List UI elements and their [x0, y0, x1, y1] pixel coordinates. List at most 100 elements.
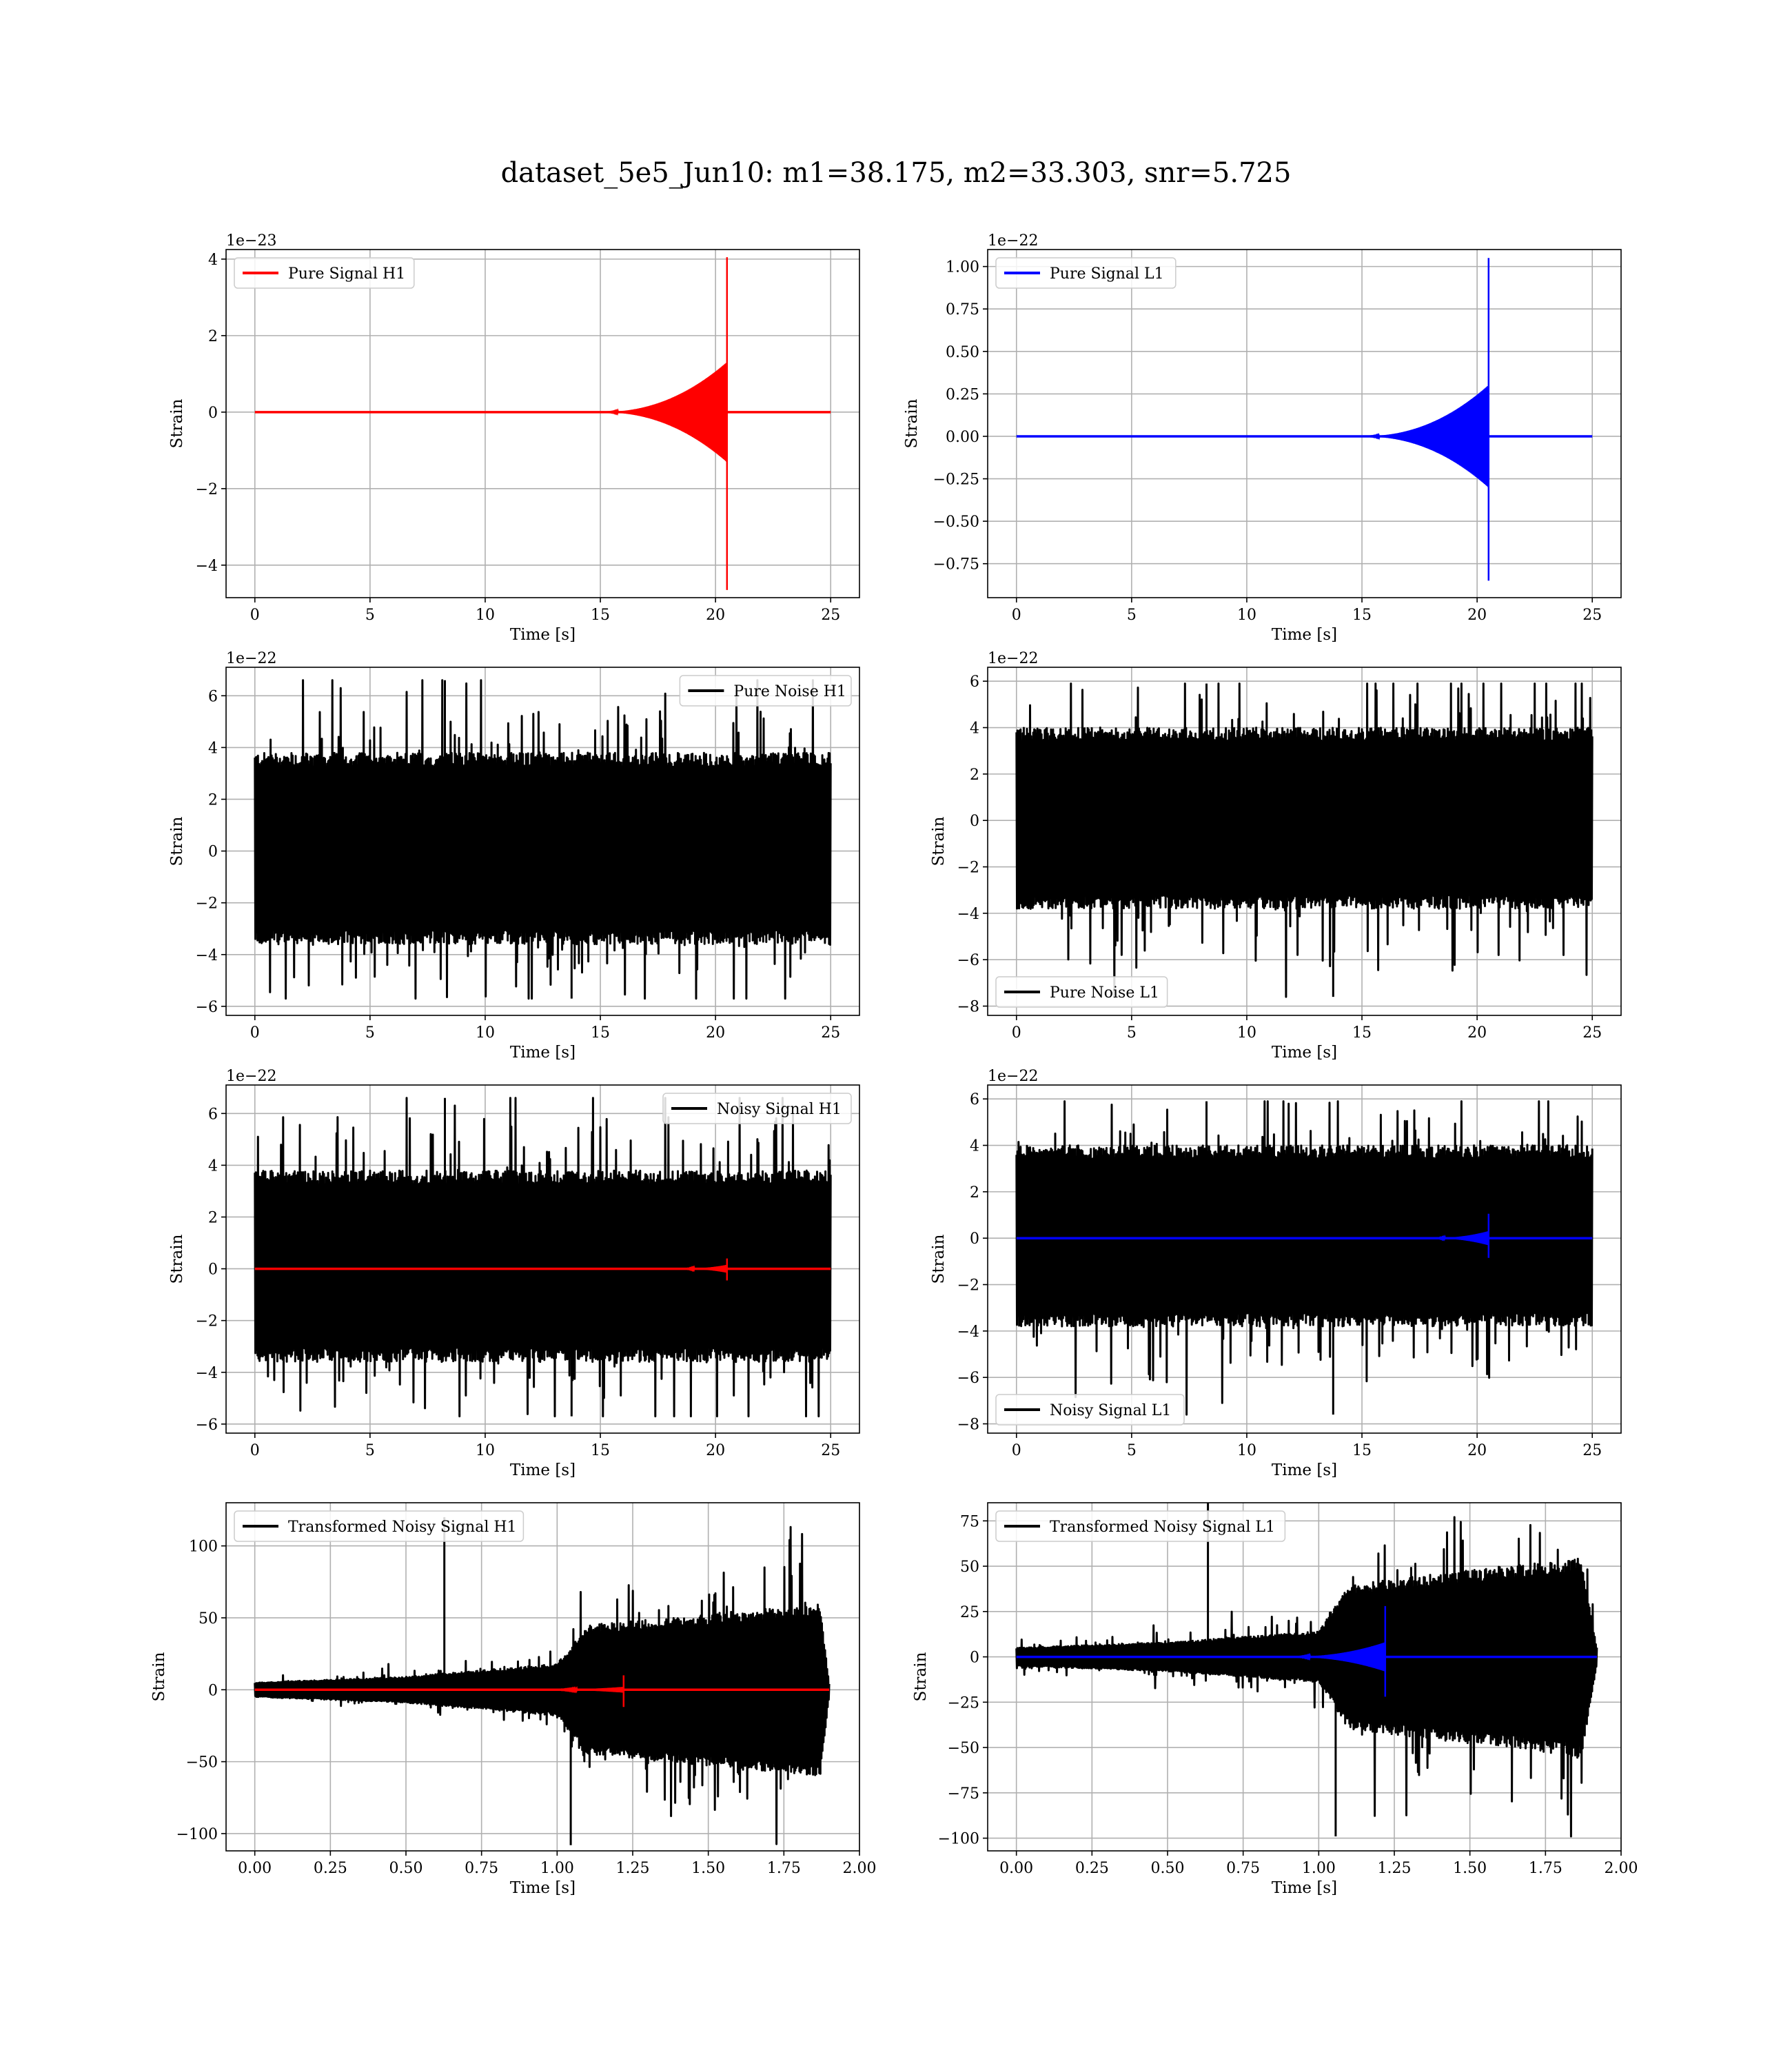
x-tick-label: 15	[1352, 1024, 1372, 1042]
legend-box	[995, 1394, 1185, 1426]
y-tick-label: 50	[960, 1559, 979, 1576]
x-tick-label: 0	[1012, 1442, 1021, 1459]
legend-box	[995, 257, 1177, 289]
series-transformed-noisy-signal-h1-line	[254, 1517, 831, 1845]
y-tick-label: −0.50	[933, 514, 979, 531]
y-tick-label: −4	[957, 1324, 979, 1341]
legend-label: Noisy Signal L1	[1050, 1402, 1171, 1419]
legend: Noisy Signal H1	[662, 1093, 852, 1124]
x-axis-label: Time [s]	[1272, 1044, 1337, 1062]
x-tick-label: 20	[1467, 1442, 1487, 1459]
y-tick-label: −4	[957, 906, 979, 923]
x-tick-label: 25	[821, 1442, 840, 1459]
y-tick-label: 0	[208, 405, 218, 422]
chart-panel-pure-signal-l1: 0 5 10 15 20 25 −0.75 −0.50 −0.25 0.00 0.25 0.50 0.7…	[903, 232, 1622, 644]
chart-panel-noisy-signal-l1: 0 5 10 15 20 25 −8 −6 −4 −2 0 2 4 6 Time [s] Strain 1e−2…	[930, 1068, 1622, 1479]
axis-offset-text: 1e−22	[988, 650, 1038, 667]
x-axis-label: Time [s]	[510, 1044, 576, 1062]
x-tick-label: 25	[821, 607, 840, 624]
y-tick-label: 2	[970, 1184, 979, 1202]
axes-frame	[987, 249, 1622, 598]
x-tick-label: 2.00	[843, 1860, 877, 1877]
legend-box	[234, 257, 415, 289]
y-tick-label: −4	[196, 558, 218, 575]
x-tick-label: 25	[1582, 1442, 1602, 1459]
y-axis-label: Strain	[168, 1234, 186, 1284]
x-tick-label: 1.75	[767, 1860, 801, 1877]
y-tick-label: 4	[208, 740, 218, 757]
y-tick-label: 4	[208, 1157, 218, 1175]
legend-box	[679, 675, 852, 707]
y-tick-label: −6	[196, 999, 218, 1016]
x-axis-label: Time [s]	[1272, 1461, 1337, 1479]
y-axis-label: Strain	[930, 816, 948, 866]
x-tick-label: 1.00	[1302, 1860, 1336, 1877]
x-tick-label: 0	[1012, 607, 1021, 624]
axes-frame	[225, 249, 860, 598]
chart-panel-pure-noise-h1: 0 5 10 15 20 25 −6 −4 −2 0 2 4 6 Time [s] Strain 1e−22 P…	[168, 650, 860, 1062]
x-tick-label: 0	[250, 1442, 260, 1459]
y-axis-label: Strain	[930, 1234, 948, 1284]
x-tick-label: 10	[1237, 607, 1256, 624]
x-tick-label: 0.75	[465, 1860, 498, 1877]
legend-label: Pure Noise L1	[1050, 984, 1159, 1002]
x-tick-label: 5	[365, 1024, 375, 1042]
y-axis-label: Strain	[150, 1652, 168, 1701]
legend-box	[662, 1093, 852, 1124]
series-signal-chirp	[1362, 258, 1490, 581]
y-tick-label: 4	[208, 252, 218, 269]
axis-offset-text: 1e−23	[226, 232, 276, 250]
x-tick-label: 25	[1582, 1024, 1602, 1042]
legend: Transformed Noisy Signal L1	[995, 1510, 1286, 1542]
x-tick-label: 1.25	[616, 1860, 650, 1877]
series-noisy-signal-h1-line	[254, 1097, 832, 1418]
axis-offset-text: 1e−22	[988, 1068, 1038, 1085]
y-tick-label: 25	[960, 1604, 979, 1621]
axes-frame	[987, 1502, 1622, 1852]
x-tick-label: 1.25	[1378, 1860, 1412, 1877]
x-tick-label: 1.50	[1453, 1860, 1487, 1877]
y-tick-label: −8	[957, 999, 979, 1016]
legend: Transformed Noisy Signal H1	[234, 1510, 525, 1542]
chart-panel-pure-signal-h1: 0 5 10 15 20 25 −4 −2 0 2 4 Time [s] Strain 1e−23 Pure…	[168, 232, 860, 644]
x-tick-label: 1.00	[540, 1860, 574, 1877]
x-axis-label: Time [s]	[510, 626, 576, 644]
series-noisy-signal-l1-line	[1015, 1100, 1594, 1416]
x-tick-label: 5	[1127, 1024, 1137, 1042]
legend: Pure Noise H1	[679, 675, 852, 707]
chart-panel-pure-noise-l1: 0 5 10 15 20 25 −8 −6 −4 −2 0 2 4 6 Time [s] Strain 1e−2…	[930, 650, 1622, 1062]
y-tick-label: −2	[957, 1277, 979, 1295]
x-tick-label: 25	[821, 1024, 840, 1042]
legend-label: Pure Signal L1	[1050, 265, 1164, 283]
legend-label: Transformed Noisy Signal L1	[1050, 1519, 1275, 1536]
x-tick-label: 25	[1582, 607, 1602, 624]
y-tick-label: 0.75	[946, 301, 979, 318]
legend: Pure Signal L1	[995, 257, 1177, 289]
y-tick-label: 0	[970, 1650, 979, 1667]
x-axis-label: Time [s]	[510, 1461, 576, 1479]
x-tick-label: 0.75	[1226, 1860, 1260, 1877]
y-tick-label: 0.25	[946, 386, 979, 403]
x-tick-label: 20	[706, 1024, 725, 1042]
legend: Pure Noise L1	[995, 976, 1168, 1008]
y-tick-label: −75	[948, 1785, 979, 1803]
y-tick-label: −4	[196, 1365, 218, 1382]
legend: Pure Signal H1	[234, 257, 415, 289]
x-tick-label: 20	[1467, 1024, 1487, 1042]
x-tick-label: 0.00	[999, 1860, 1033, 1877]
y-tick-label: −6	[957, 952, 979, 969]
x-tick-label: 5	[365, 607, 375, 624]
x-tick-label: 15	[591, 1442, 610, 1459]
y-tick-label: −2	[196, 895, 218, 913]
x-tick-label: 10	[1237, 1024, 1256, 1042]
y-tick-label: 0.00	[946, 429, 979, 446]
y-tick-label: 0	[208, 844, 218, 861]
plot-area	[1015, 1100, 1594, 1416]
x-tick-label: 5	[1127, 607, 1137, 624]
x-tick-label: 15	[591, 607, 610, 624]
y-tick-label: −6	[196, 1417, 218, 1434]
axes-frame	[225, 667, 860, 1016]
y-tick-label: 0.50	[946, 344, 979, 361]
x-tick-label: 0	[1012, 1024, 1021, 1042]
series-signal-chirp	[1288, 1605, 1387, 1697]
